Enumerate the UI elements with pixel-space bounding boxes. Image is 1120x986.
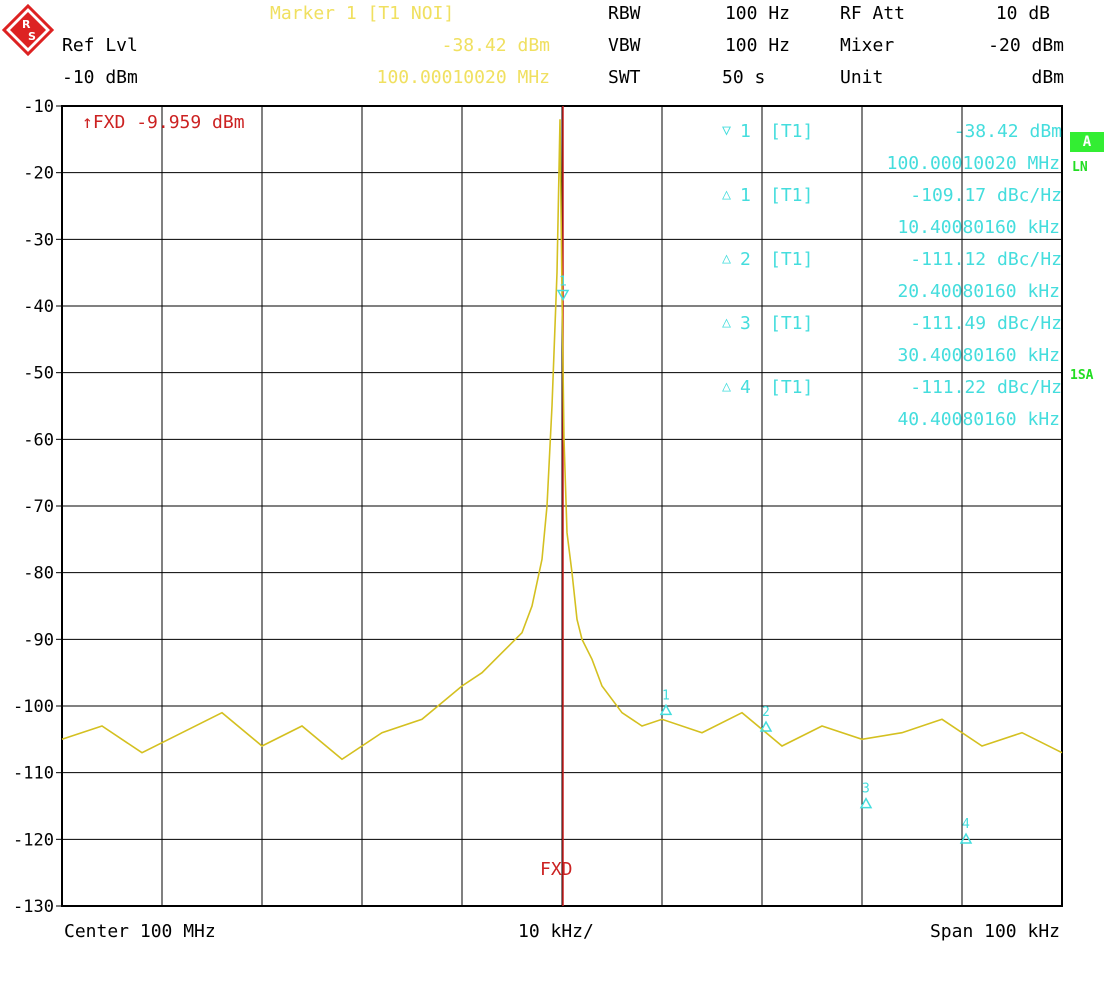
y-tick-label: -50	[23, 364, 54, 384]
marker-label: 1	[559, 274, 567, 289]
marker-id: 1	[740, 121, 751, 142]
delta-marker-4: 4	[959, 817, 973, 844]
marker-position: 30.40080160 kHz	[897, 345, 1060, 366]
ref-lvl-value: -10 dBm	[62, 67, 138, 88]
marker-id: 1	[740, 185, 751, 206]
marker-trace: [T1]	[770, 377, 814, 398]
division-width: 10 kHz/	[518, 921, 594, 942]
y-tick-label: -80	[23, 564, 54, 584]
y-tick-labels: -10 -20 -30 -40 -50 -60 -70 -80 -90 -100 -110 -120 -…	[13, 97, 54, 917]
marker-value: -111.12 dBc/Hz	[910, 249, 1062, 270]
marker-value: -111.22 dBc/Hz	[910, 377, 1062, 398]
delta-marker-3: 3	[859, 782, 873, 809]
y-tick-label: -130	[13, 897, 54, 917]
svg-text:S: S	[28, 30, 36, 43]
y-tick-label: -10	[23, 97, 54, 117]
marker-triangle-down-icon	[556, 289, 570, 302]
fxd-line-label: FXD	[540, 859, 573, 880]
delta-marker-2: 2	[759, 705, 773, 732]
fxd-arrow-icon: ↑	[82, 112, 93, 133]
swt-label: SWT	[608, 67, 641, 88]
sweep-indicator: 1SA	[1070, 368, 1094, 383]
unit-label: Unit	[840, 67, 884, 88]
marker-1: 1	[556, 274, 570, 302]
trace-a-badge: A	[1070, 132, 1104, 152]
y-tick-label: -70	[23, 497, 54, 517]
marker-title: Marker 1 [T1 NOI]	[270, 3, 455, 24]
marker-id: 4	[740, 377, 751, 398]
marker-trace: [T1]	[770, 249, 814, 270]
y-tick-label: -90	[23, 630, 54, 650]
marker-symbol-icon: △	[722, 185, 732, 203]
rf-att-label: RF Att	[840, 3, 906, 24]
unit-value: dBm	[1031, 67, 1064, 88]
marker-position: 10.40080160 kHz	[897, 217, 1060, 238]
trace-line	[61, 119, 1063, 761]
marker-label: 2	[762, 705, 770, 720]
y-tick-label: -120	[13, 830, 54, 850]
y-tick-label: -60	[23, 430, 54, 450]
marker-trace: [T1]	[770, 313, 814, 334]
marker-trace: [T1]	[770, 121, 814, 142]
marker-id: 3	[740, 313, 751, 334]
marker-symbol-icon: △	[722, 249, 732, 267]
y-tick-label: -110	[13, 764, 54, 784]
span: Span 100 kHz	[929, 921, 1060, 942]
marker-label: 1	[662, 688, 670, 703]
marker-label: 4	[962, 817, 970, 832]
fxd-readout-text: FXD -9.959 dBm	[92, 112, 245, 133]
swt-value: 50 s	[722, 67, 766, 88]
marker-triangle-up-icon	[859, 797, 873, 809]
fxd-readout: ↑FXD -9.959 dBm	[82, 113, 245, 133]
marker-symbol-icon: ▽	[722, 121, 732, 139]
y-tick-label: -100	[13, 697, 54, 717]
trace-1	[61, 119, 1063, 761]
mixer-value: -20 dBm	[988, 35, 1064, 56]
marker-trace: [T1]	[770, 185, 814, 206]
ln-indicator: LN	[1072, 160, 1088, 175]
y-tick-label: -30	[23, 230, 54, 250]
marker-symbol-icon: △	[722, 313, 732, 331]
marker-position: 20.40080160 kHz	[897, 281, 1060, 302]
ref-lvl-label: Ref Lvl	[62, 35, 138, 56]
marker-value: -38.42 dBm	[953, 121, 1062, 142]
marker-id: 2	[740, 249, 751, 270]
marker-triangle-up-icon	[959, 832, 973, 844]
marker-triangle-up-icon	[759, 720, 773, 732]
rbw-value: 100 Hz	[724, 3, 790, 24]
marker-value: -109.17 dBc/Hz	[910, 185, 1062, 206]
rbw-label: RBW	[608, 3, 641, 24]
rf-att-value: 10 dB	[995, 3, 1050, 24]
marker-position: 40.40080160 kHz	[897, 409, 1060, 430]
delta-marker-1: 1	[659, 688, 673, 716]
marker-label: 3	[862, 782, 870, 797]
vbw-label: VBW	[608, 35, 641, 56]
y-tick-label: -20	[23, 164, 54, 184]
svg-text:R: R	[22, 18, 31, 31]
rohde-schwarz-logo: R S	[2, 4, 54, 56]
marker-symbol-icon: △	[722, 377, 732, 395]
marker-group: 1 1 2 3 4	[556, 274, 973, 844]
grid	[56, 105, 1063, 907]
marker-position: 100.00010020 MHz	[886, 153, 1060, 174]
center-frequency: Center 100 MHz	[64, 921, 216, 942]
y-tick-label: -40	[23, 297, 54, 317]
marker-triangle-up-icon	[659, 703, 673, 716]
marker-value: -111.49 dBc/Hz	[910, 313, 1062, 334]
mixer-label: Mixer	[840, 35, 895, 56]
marker-level: -38.42 dBm	[441, 35, 550, 56]
marker-frequency: 100.00010020 MHz	[376, 67, 550, 88]
vbw-value: 100 Hz	[724, 35, 790, 56]
